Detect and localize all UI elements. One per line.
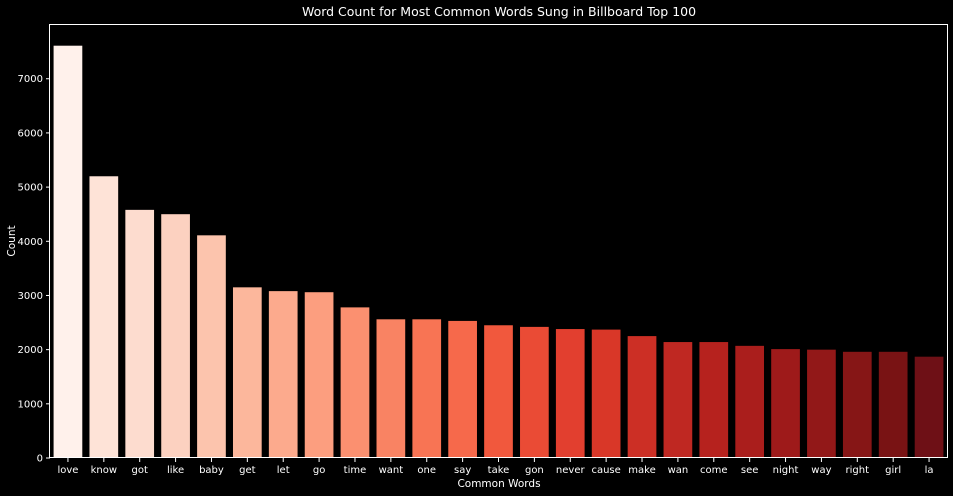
x-axis: love know got like baby get let go time want one sa… (57, 458, 934, 476)
y-tick-label: 1000 (18, 399, 43, 410)
x-tick-label: know (91, 465, 117, 476)
bar-see (735, 345, 765, 458)
bar-one (412, 319, 442, 458)
bar-got (125, 209, 155, 458)
y-tick-label: 4000 (18, 237, 43, 248)
x-tick-label: way (811, 465, 831, 476)
bar-get (232, 287, 262, 458)
bar-want (376, 319, 406, 458)
chart-title: Word Count for Most Common Words Sung in… (302, 4, 696, 19)
x-tick-label: say (454, 465, 471, 476)
x-tick-label: one (417, 465, 436, 476)
x-tick-label: make (628, 465, 655, 476)
x-tick-label: take (488, 465, 510, 476)
x-tick-label: night (773, 465, 799, 476)
x-tick-label: time (344, 465, 367, 476)
x-tick-label: go (313, 465, 325, 476)
x-tick-label: let (277, 465, 290, 476)
y-tick-label: 0 (37, 454, 43, 465)
x-tick-label: wan (668, 465, 689, 476)
bar-cause (591, 329, 621, 458)
x-tick-label: want (379, 465, 404, 476)
bar-know (89, 176, 119, 459)
y-tick-label: 7000 (18, 74, 43, 85)
y-axis: 0 1000 2000 3000 4000 5000 6000 7000 (18, 74, 50, 465)
x-tick-label: la (925, 465, 934, 476)
y-tick-label: 5000 (18, 183, 43, 194)
bar-la (914, 356, 944, 458)
bar-like (161, 214, 190, 458)
bar-love (53, 45, 83, 459)
bar-girl (878, 351, 908, 458)
bar-never (555, 329, 585, 458)
x-axis-label: Common Words (457, 478, 540, 490)
y-tick-label: 2000 (18, 345, 43, 356)
y-axis-label: Count (6, 225, 18, 256)
x-tick-label: got (132, 465, 148, 476)
bar-take (484, 325, 513, 458)
bar-time (340, 307, 370, 458)
x-tick-label: baby (199, 465, 224, 476)
y-tick-label: 6000 (18, 128, 43, 139)
bar-right (842, 351, 872, 458)
x-tick-label: girl (885, 465, 901, 476)
x-tick-label: gon (525, 465, 544, 476)
x-tick-label: love (57, 465, 78, 476)
x-tick-label: cause (591, 465, 620, 476)
x-tick-label: come (700, 465, 728, 476)
x-tick-label: right (846, 465, 870, 476)
bar-gon (520, 326, 549, 458)
y-tick-label: 3000 (18, 291, 43, 302)
x-tick-label: never (556, 465, 586, 476)
bar-let (268, 291, 298, 458)
bars-group (53, 45, 944, 459)
bar-night (771, 349, 800, 458)
bar-make (627, 336, 657, 458)
bar-come (699, 342, 729, 458)
x-tick-label: get (239, 465, 256, 476)
bar-go (304, 292, 334, 458)
x-tick-label: like (167, 465, 184, 476)
bar-baby (197, 235, 226, 458)
bar-wan (663, 342, 693, 458)
bar-say (448, 320, 477, 458)
plot-frame (49, 24, 948, 458)
x-tick-label: see (741, 465, 759, 476)
bar-way (807, 349, 836, 458)
